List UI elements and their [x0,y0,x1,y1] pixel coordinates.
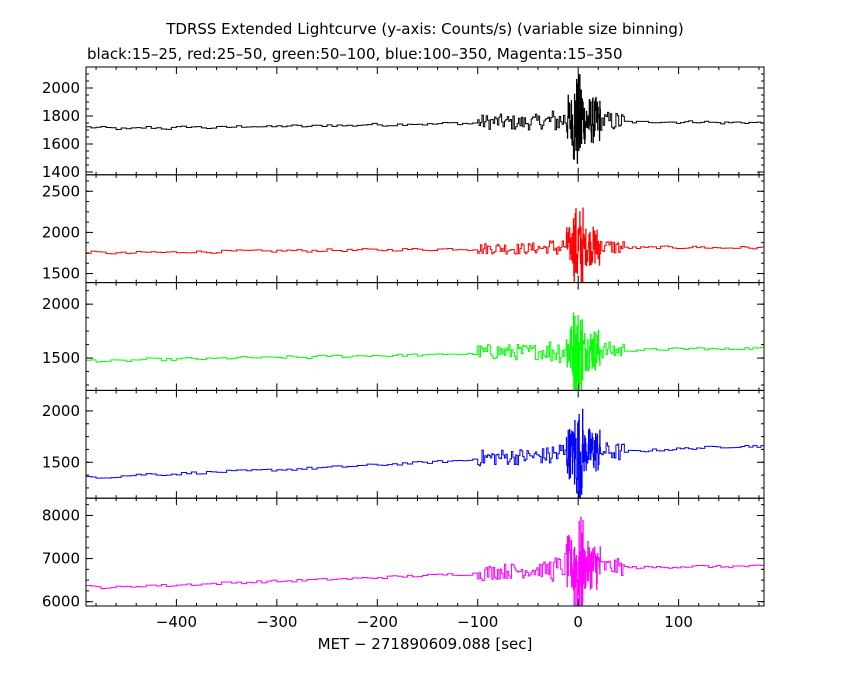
series-line-5 [86,516,764,606]
y-tick-label: 1500 [42,265,80,283]
series-line-4 [86,408,764,498]
y-tick-label: 2000 [42,79,80,97]
y-tick-label: 1500 [42,453,80,471]
series-line-3 [86,312,764,390]
series-line-1 [86,73,764,164]
panel-frame-5 [85,497,765,607]
panel-frame-1 [85,66,765,176]
chart-subtitle: black:15–25, red:25–50, green:50–100, bl… [87,45,623,63]
y-tick-label: 7000 [42,550,80,568]
x-tick-label: 0 [573,613,583,631]
y-tick-label: 1400 [42,163,80,181]
y-tick-label: 2000 [42,223,80,241]
chart-title: TDRSS Extended Lightcurve (y-axis: Count… [166,20,684,38]
series-line-2 [86,207,764,283]
y-tick-label: 8000 [42,506,80,524]
y-tick-label: 2000 [42,402,80,420]
x-tick-label: 100 [664,613,693,631]
y-tick-label: 1800 [42,107,80,125]
x-tick-label: −300 [256,613,297,631]
panel-frame-4 [85,389,765,499]
y-tick-label: 1600 [42,135,80,153]
x-tick-label: −400 [156,613,197,631]
y-tick-label: 1500 [42,349,80,367]
x-axis-label: MET − 271890609.088 [sec] [318,635,533,653]
y-tick-label: 2000 [42,295,80,313]
y-tick-label: 6000 [42,593,80,611]
x-tick-label: −200 [357,613,398,631]
panel-frame-3 [85,282,765,391]
x-tick-label: −100 [457,613,498,631]
y-tick-label: 2500 [42,182,80,200]
panel-frame-2 [85,174,765,284]
